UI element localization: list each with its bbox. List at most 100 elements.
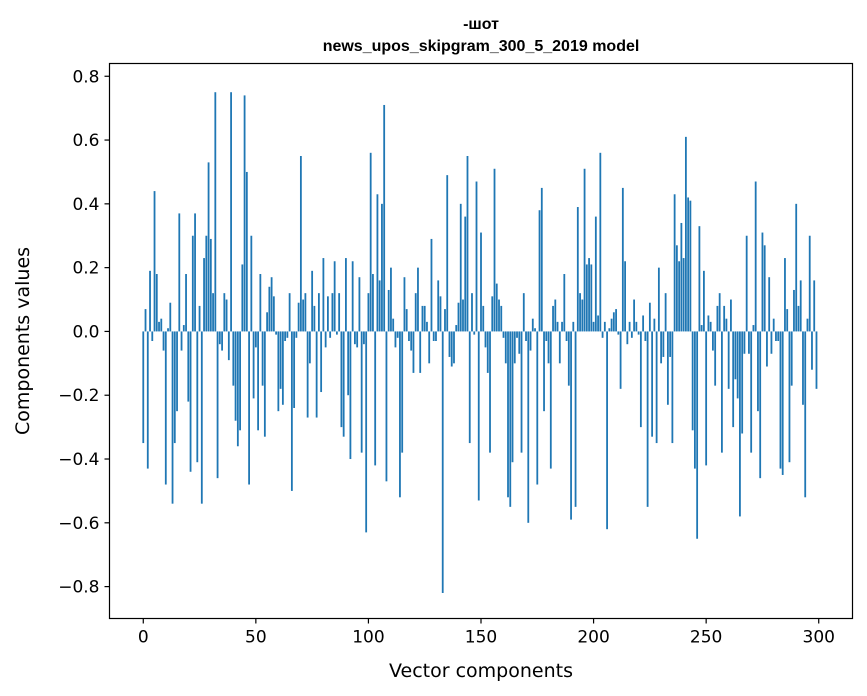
- bar-295: [806, 318, 809, 332]
- bar-79: [320, 331, 323, 393]
- bar-299: [815, 331, 818, 389]
- bar-26: [200, 331, 203, 504]
- bar-252: [709, 321, 712, 332]
- bar-74: [308, 331, 311, 364]
- bar-287: [788, 331, 791, 463]
- bar-170: [525, 331, 527, 341]
- bar-123: [419, 331, 422, 373]
- y-tick-label: 0.0: [72, 322, 99, 342]
- bar-265: [739, 331, 741, 517]
- bar-43: [239, 331, 241, 431]
- bar-33: [216, 331, 219, 479]
- bar-89: [342, 331, 345, 437]
- bar-109: [387, 289, 390, 332]
- bar-285: [784, 258, 786, 332]
- bar-113: [396, 331, 399, 338]
- bar-34: [218, 331, 221, 345]
- bar-42: [236, 331, 239, 447]
- bar-261: [730, 299, 732, 332]
- bar-102: [372, 274, 374, 332]
- bar-264: [736, 331, 739, 399]
- bar-192: [574, 331, 577, 507]
- bar-49: [252, 331, 255, 399]
- y-tick-label: −0.8: [58, 578, 99, 598]
- bar-135: [446, 175, 449, 332]
- bar-141: [459, 203, 462, 332]
- bar-118: [408, 331, 410, 341]
- bar-88: [340, 331, 343, 428]
- bar-68: [295, 331, 298, 338]
- y-axis-ticks: −0.8 −0.6 −0.4 −0.2 0.0 0.2 0.4 0.6 0.8: [58, 67, 110, 598]
- bar-193: [576, 207, 579, 332]
- bar-30: [209, 238, 212, 332]
- bar-211: [617, 331, 620, 335]
- bar-281: [775, 331, 777, 341]
- bar-94: [354, 331, 356, 345]
- bar-167: [518, 331, 521, 354]
- bar-179: [545, 331, 548, 341]
- bars-group: [142, 92, 818, 593]
- bar-214: [624, 261, 626, 332]
- bar-100: [367, 293, 370, 332]
- bar-80: [322, 258, 325, 332]
- bar-18: [182, 325, 185, 332]
- y-tick-label: −0.2: [58, 386, 99, 406]
- bar-126: [426, 321, 428, 332]
- chart-title-line-1: -шот: [463, 16, 499, 33]
- bar-92: [349, 331, 352, 460]
- bar-171: [527, 331, 530, 523]
- bar-93: [351, 261, 354, 332]
- bar-175: [536, 331, 539, 485]
- bar-14: [173, 331, 176, 444]
- y-tick-label: 0.4: [72, 195, 99, 215]
- bar-271: [752, 325, 755, 332]
- bar-116: [403, 277, 406, 332]
- bar-47: [248, 331, 250, 485]
- bar-298: [813, 280, 816, 332]
- bar-111: [392, 318, 395, 332]
- x-tick-label: 300: [803, 628, 835, 648]
- bar-98: [363, 331, 365, 345]
- bar-215: [626, 331, 629, 345]
- bar-95: [356, 331, 359, 348]
- bar-50: [254, 331, 257, 348]
- bar-190: [570, 331, 572, 520]
- bar-3: [149, 270, 151, 332]
- bar-195: [581, 299, 584, 332]
- x-tick-label: 0: [138, 628, 149, 648]
- bar-90: [345, 258, 347, 332]
- bar-9: [162, 331, 165, 351]
- bar-51: [257, 331, 259, 431]
- bar-127: [428, 331, 431, 364]
- bar-184: [556, 321, 559, 332]
- bar-186: [561, 321, 563, 332]
- bar-283: [779, 331, 782, 469]
- bar-134: [444, 309, 446, 332]
- bar-162: [507, 331, 509, 498]
- bar-45: [243, 95, 246, 332]
- bar-196: [583, 168, 586, 332]
- bar-292: [799, 280, 802, 332]
- bar-187: [563, 274, 566, 332]
- bar-76: [313, 305, 316, 332]
- bar-85: [333, 261, 336, 332]
- bar-129: [432, 331, 435, 341]
- bar-19: [185, 274, 187, 332]
- bar-63: [284, 331, 287, 341]
- bar-272: [754, 181, 757, 332]
- bar-132: [439, 296, 442, 332]
- bar-11: [167, 328, 169, 332]
- bar-72: [304, 293, 307, 332]
- bar-243: [689, 200, 692, 332]
- bar-78: [317, 293, 320, 332]
- bar-173: [531, 318, 534, 332]
- bar-163: [509, 331, 512, 507]
- bar-137: [450, 331, 453, 367]
- bar-110: [390, 267, 392, 332]
- bar-270: [750, 331, 753, 453]
- bar-57: [270, 277, 273, 332]
- bar-291: [797, 305, 800, 332]
- bar-17: [180, 331, 183, 351]
- bar-202: [597, 315, 599, 332]
- bar-2: [146, 331, 149, 469]
